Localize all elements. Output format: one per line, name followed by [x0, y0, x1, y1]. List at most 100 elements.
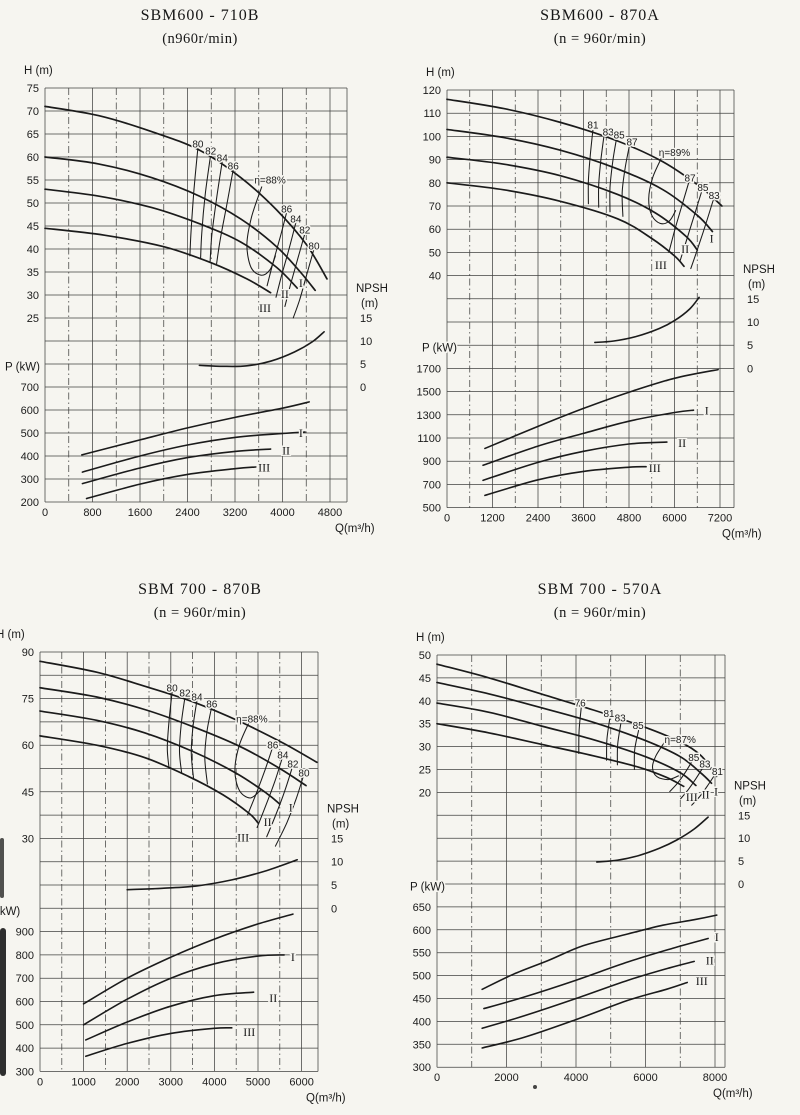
h-tick-label: 40 — [27, 244, 39, 256]
h-tick-label: 120 — [423, 85, 441, 97]
p-tick-label: 300 — [16, 1066, 34, 1078]
efficiency-label: 86 — [281, 204, 293, 215]
q-tick-label: 6000 — [662, 513, 686, 525]
head-curve-label: III — [686, 790, 698, 804]
power-curve-top — [481, 914, 718, 991]
efficiency-label: 86 — [267, 740, 279, 751]
efficiency-contour — [216, 168, 234, 265]
power-curve-I — [483, 937, 709, 1010]
h-tick-label: 30 — [22, 833, 34, 845]
p-tick-label: 200 — [21, 497, 39, 509]
chart-subtitle: (n960r/min) — [162, 31, 238, 47]
head-curve-D — [446, 181, 685, 268]
q-tick-label: 2000 — [494, 1072, 518, 1084]
h-tick-label: 35 — [27, 267, 39, 279]
scan-artifact-smudge — [0, 928, 6, 1076]
head-curve-C — [446, 156, 699, 251]
power-curve-label: I — [291, 950, 295, 964]
q-tick-label: 0 — [42, 507, 48, 519]
efficiency-contour — [200, 154, 212, 259]
curves — [39, 660, 318, 1058]
efficiency-label: 87 — [626, 137, 638, 148]
h-tick-label: 40 — [419, 696, 431, 708]
chart-subtitle: (n = 960r/min) — [553, 605, 647, 621]
efficiency-label: 83 — [709, 191, 721, 202]
head-curve-C — [44, 188, 299, 289]
h-tick-label: 45 — [22, 787, 34, 799]
q-tick-label: 3200 — [223, 507, 247, 519]
efficiency-label: 83 — [699, 760, 711, 771]
q-tick-label: 2400 — [526, 513, 550, 525]
power-curve-label: I — [299, 426, 303, 440]
p-tick-label: 300 — [413, 1062, 431, 1074]
h-tick-label: 75 — [27, 83, 39, 95]
efficiency-contour — [209, 161, 223, 262]
power-curve-III — [481, 981, 688, 1049]
grid — [436, 654, 726, 1068]
q-tick-label: 2400 — [175, 507, 199, 519]
head-curve-label: II — [681, 242, 689, 256]
curves — [44, 105, 328, 500]
efficiency-contour — [166, 691, 173, 770]
efficiency-contour — [609, 135, 618, 213]
npsh-axis-label: NPSH — [327, 803, 359, 815]
efficiency-contour — [633, 730, 640, 771]
efficiency-contour — [680, 767, 704, 800]
npsh-tick-label: 15 — [738, 810, 750, 822]
efficiency-label: 85 — [688, 753, 700, 764]
efficiency-contour — [274, 774, 305, 847]
h-tick-label: 50 — [429, 247, 441, 259]
grid — [39, 651, 319, 1072]
head-curve-D — [44, 227, 272, 294]
power-curve-III — [484, 465, 647, 497]
h-tick-label: 45 — [419, 673, 431, 685]
power-curve-label: II — [269, 991, 277, 1005]
power-curve-label: I — [715, 930, 719, 944]
curves — [446, 98, 723, 497]
efficiency-label: 83 — [603, 127, 615, 138]
q-tick-label: 6000 — [289, 1076, 313, 1088]
h-tick-label: 60 — [429, 224, 441, 236]
efficiency-contour — [648, 157, 677, 225]
head-curve-label: II — [264, 815, 272, 829]
h-tick-label: 25 — [27, 313, 39, 325]
h-tick-label: 65 — [27, 129, 39, 141]
p-tick-label: 600 — [413, 925, 431, 937]
q-tick-label: 4000 — [564, 1072, 588, 1084]
q-tick-label: 3000 — [159, 1076, 183, 1088]
efficiency-label: 76 — [575, 699, 587, 710]
q-tick-label: 7200 — [708, 513, 732, 525]
efficiency-label: 81 — [603, 709, 615, 720]
head-curve-A — [44, 105, 328, 280]
head-curve-B — [44, 156, 317, 292]
p-tick-label: 400 — [413, 1016, 431, 1028]
npsh-axis-label: NPSH — [356, 283, 388, 295]
p-axis-label: P (kW) — [410, 881, 445, 893]
head-curve-A — [39, 660, 318, 764]
npsh-curve — [126, 859, 298, 891]
head-curve-C — [436, 702, 697, 787]
p-tick-label: 900 — [423, 456, 441, 468]
p-tick-label: 350 — [413, 1039, 431, 1051]
p-tick-label: 650 — [413, 902, 431, 914]
h-tick-label: 45 — [27, 221, 39, 233]
efficiency-contour — [234, 721, 262, 799]
npsh-tick-label: 0 — [747, 363, 753, 375]
head-curve-label: I — [710, 231, 714, 245]
scan-artifact-speck — [533, 1085, 537, 1089]
efficiency-contour — [578, 707, 582, 755]
efficiency-label: 82 — [179, 689, 191, 700]
curves — [436, 663, 718, 1049]
power-curve-top — [484, 368, 719, 450]
efficiency-contour — [616, 723, 622, 766]
chart-title: SBM600 - 870A — [540, 7, 660, 24]
npsh-tick-label: 10 — [747, 317, 759, 329]
efficiency-contour — [256, 755, 284, 829]
efficiency-contour — [691, 774, 716, 806]
efficiency-label: 82 — [205, 147, 217, 158]
head-curve-D — [39, 735, 259, 824]
head-curve-A — [446, 98, 723, 207]
p-tick-label: 600 — [16, 997, 34, 1009]
efficiency-contour — [651, 741, 680, 781]
